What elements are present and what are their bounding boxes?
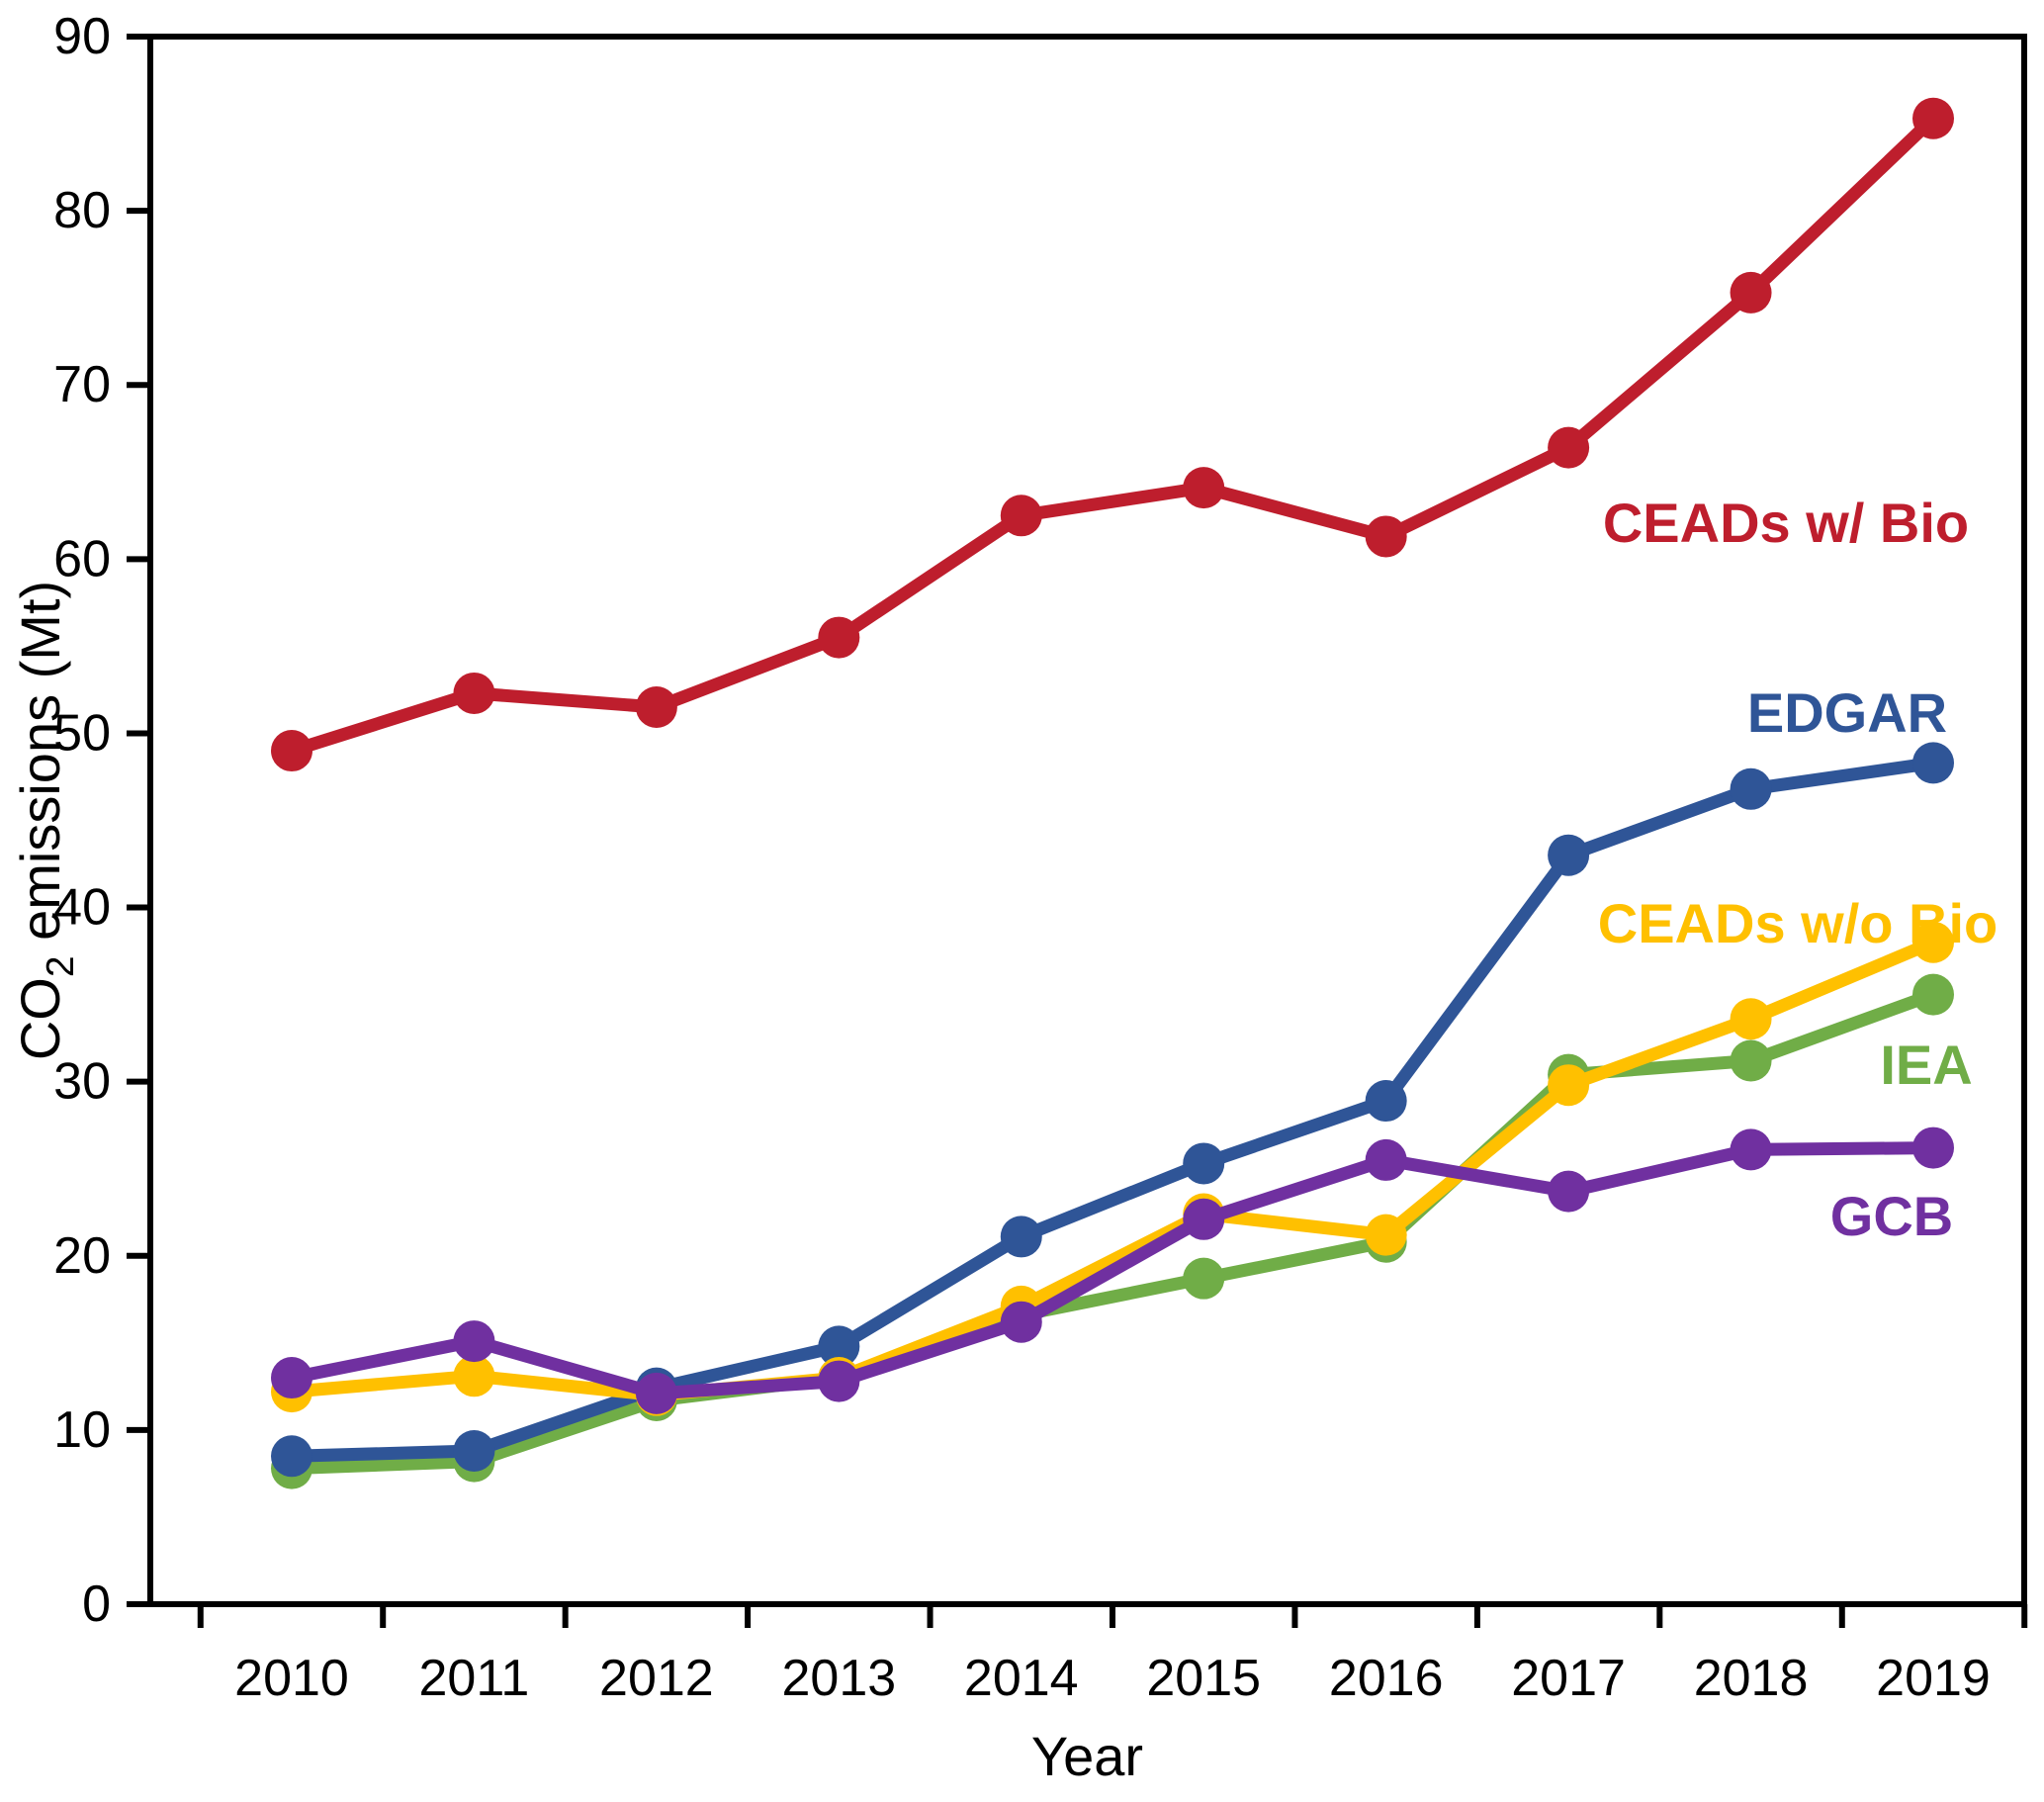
data-point-gcb-2011: [453, 1320, 495, 1363]
data-point-gcb-2012: [635, 1372, 677, 1414]
data-point-ceads-w-bio-2015: [1183, 467, 1225, 509]
data-point-edgar-2019: [1912, 742, 1954, 784]
data-point-gcb-2015: [1183, 1198, 1225, 1240]
y-axis-title: CO2 emissions (Mt): [9, 581, 82, 1060]
data-point-ceads-w-bio-2014: [1000, 495, 1042, 537]
x-tick-label: 2019: [1876, 1650, 1991, 1707]
data-point-iea-2015: [1183, 1257, 1225, 1300]
data-point-ceads-w-bio-2019: [1912, 97, 1954, 139]
y-tick-label: 50: [53, 704, 111, 762]
y-tick-label: 60: [53, 530, 111, 587]
x-tick-label: 2013: [781, 1650, 896, 1707]
data-point-gcb-2013: [818, 1360, 860, 1402]
series-label-ceads-w-o-bio: CEADs w/o Bio: [1598, 892, 1998, 954]
series-iea: [271, 973, 1954, 1489]
data-point-edgar-2016: [1365, 1080, 1407, 1123]
data-point-ceads-w-o-bio-2011: [453, 1355, 495, 1397]
data-point-iea-2018: [1730, 1039, 1772, 1082]
data-point-ceads-w-o-bio-2016: [1365, 1214, 1407, 1256]
data-point-gcb-2017: [1548, 1170, 1590, 1213]
data-point-gcb-2018: [1730, 1128, 1772, 1171]
data-point-edgar-2014: [1000, 1216, 1042, 1258]
data-point-ceads-w-o-bio-2017: [1548, 1064, 1590, 1107]
y-tick-label: 40: [53, 879, 111, 937]
data-point-edgar-2015: [1183, 1142, 1225, 1185]
series-label-gcb: GCB: [1830, 1185, 1953, 1247]
y-tick-label: 20: [53, 1227, 111, 1285]
series-line-edgar: [285, 756, 1940, 1463]
y-tick-label: 30: [53, 1053, 111, 1111]
x-axis-title: Year: [1031, 1725, 1143, 1787]
series-label-edgar: EDGAR: [1747, 681, 1947, 744]
x-tick-label: 2011: [419, 1650, 530, 1707]
x-tick-label: 2015: [1146, 1650, 1261, 1707]
x-tick-label: 2014: [964, 1650, 1079, 1707]
data-point-edgar-2010: [271, 1435, 312, 1478]
series-label-iea: IEA: [1880, 1034, 1972, 1096]
series-line-ceads-w-o-bio: [285, 936, 1940, 1402]
y-tick-label: 80: [53, 182, 111, 239]
series-line-iea: [285, 988, 1940, 1476]
series-ceads-w-o-bio: [271, 921, 1954, 1416]
series-label-ceads-w-bio: CEADs w/ Bio: [1603, 492, 1969, 554]
x-tick-label: 2012: [599, 1650, 714, 1707]
data-point-ceads-w-bio-2013: [818, 616, 860, 659]
y-tick-label: 0: [82, 1576, 111, 1633]
data-point-edgar-2017: [1548, 834, 1590, 876]
data-point-ceads-w-bio-2016: [1365, 515, 1407, 558]
data-point-ceads-w-o-bio-2019: [1912, 921, 1954, 963]
series-line-ceads-w-bio: [285, 112, 1940, 758]
data-point-ceads-w-bio-2017: [1548, 426, 1590, 469]
data-point-ceads-w-o-bio-2018: [1730, 998, 1772, 1040]
y-tick-label: 10: [53, 1401, 111, 1459]
x-tick-label: 2017: [1511, 1650, 1626, 1707]
series-gcb: [271, 1126, 1954, 1414]
series-edgar: [271, 742, 1954, 1478]
y-tick-label: 90: [53, 8, 111, 65]
data-point-ceads-w-bio-2018: [1730, 271, 1772, 314]
x-tick-label: 2018: [1694, 1650, 1809, 1707]
data-point-ceads-w-bio-2010: [271, 730, 312, 772]
data-point-edgar-2013: [818, 1325, 860, 1368]
data-point-ceads-w-bio-2012: [635, 686, 677, 729]
data-point-gcb-2016: [1365, 1138, 1407, 1181]
plot-frame: [147, 34, 2027, 1607]
x-tick-label: 2010: [234, 1650, 349, 1707]
series-line-gcb: [285, 1141, 1940, 1400]
data-point-gcb-2014: [1000, 1301, 1042, 1343]
data-point-gcb-2010: [271, 1357, 312, 1399]
y-tick-label: 70: [53, 356, 111, 413]
x-tick-label: 2016: [1329, 1650, 1444, 1707]
data-point-iea-2019: [1912, 973, 1954, 1016]
data-point-gcb-2019: [1912, 1126, 1954, 1169]
data-point-ceads-w-bio-2011: [453, 672, 495, 714]
data-point-edgar-2018: [1730, 767, 1772, 810]
series-ceads-w-bio: [271, 97, 1954, 772]
data-point-edgar-2011: [453, 1430, 495, 1473]
